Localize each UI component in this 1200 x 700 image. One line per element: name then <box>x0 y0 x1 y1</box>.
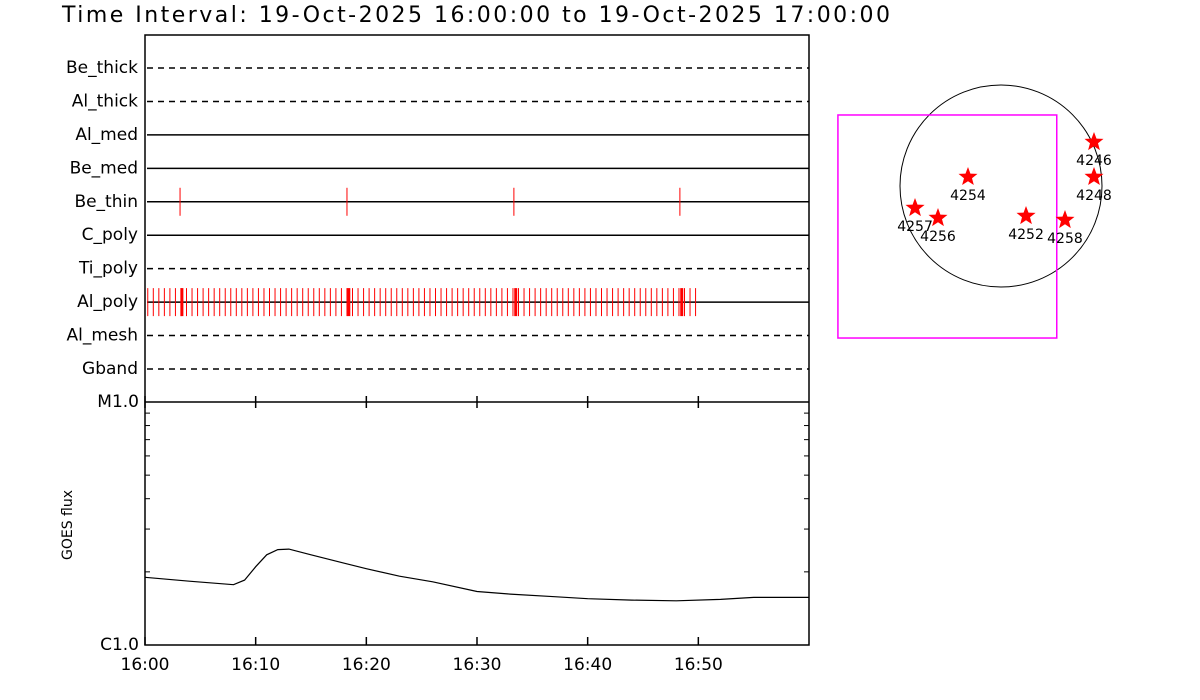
row-label: Al_mesh <box>66 326 138 346</box>
region-star <box>1084 167 1104 185</box>
region-label: 4252 <box>1008 227 1044 243</box>
row-label: Al_thick <box>72 91 138 111</box>
row-label: Be_thin <box>74 192 138 212</box>
x-tick-label: 16:10 <box>231 655 280 675</box>
row-label: Al_med <box>75 125 138 145</box>
x-tick-label: 16:30 <box>453 655 502 675</box>
region-star <box>1084 132 1104 151</box>
x-tick-label: 16:00 <box>121 655 170 675</box>
region-star <box>958 167 978 185</box>
region-star <box>1055 210 1075 229</box>
field-of-view <box>837 114 1058 339</box>
row-label: Ti_poly <box>78 259 138 279</box>
region-label: 4246 <box>1076 153 1112 169</box>
region-star <box>1016 206 1036 225</box>
goes-curve <box>144 548 809 602</box>
region-label: 4258 <box>1047 231 1083 247</box>
row-label: C_poly <box>82 225 138 245</box>
y-tick-label: M1.0 <box>97 392 139 412</box>
chart-title: Time Interval: 19-Oct-2025 16:00:00 to 1… <box>61 3 890 28</box>
plot-frame <box>144 34 810 646</box>
x-tick-label: 16:20 <box>342 655 391 675</box>
y-axis-label: GOES flux <box>60 490 76 560</box>
x-tick-label: 16:50 <box>674 655 723 675</box>
row-label: Be_thick <box>66 58 138 78</box>
x-tick-label: 16:40 <box>563 655 612 675</box>
row-label: Al_poly <box>77 292 138 312</box>
region-star <box>905 198 925 217</box>
region-label: 4257 <box>897 219 933 235</box>
solar-disk <box>899 84 1103 288</box>
row-label: Be_med <box>70 158 138 178</box>
region-label: 4248 <box>1076 188 1112 204</box>
row-label: Gband <box>82 359 138 379</box>
y-tick-label: C1.0 <box>100 635 139 655</box>
region-label: 4254 <box>950 188 986 204</box>
region-label: 4256 <box>920 229 956 245</box>
region-star <box>928 208 948 227</box>
